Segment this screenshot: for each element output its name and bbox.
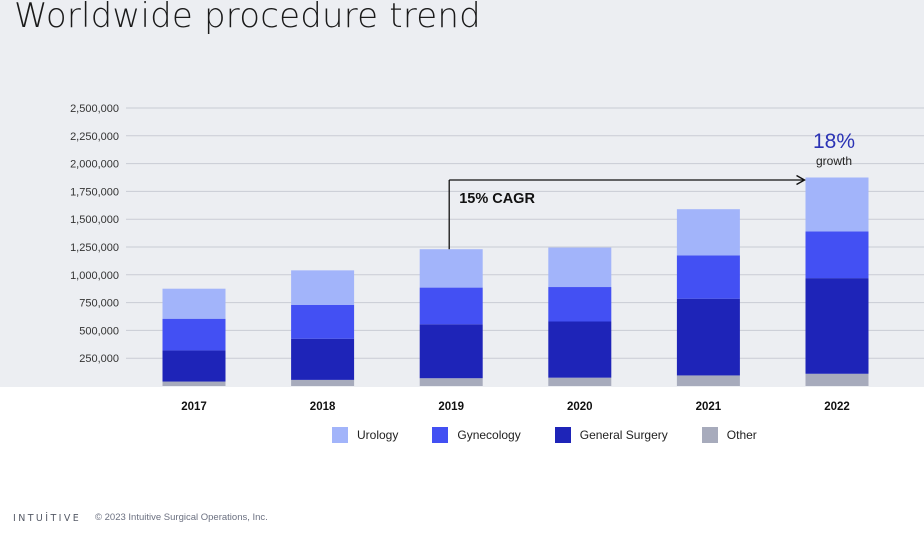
legend-swatch <box>332 427 348 443</box>
x-tick-label: 2017 <box>181 401 207 413</box>
page-title: Worldwide procedure trend <box>14 0 481 36</box>
bar-other <box>676 375 740 386</box>
legend-label: General Surgery <box>579 428 668 442</box>
y-tick-label: 2,000,000 <box>70 159 119 171</box>
bar-gynecology <box>419 287 483 325</box>
bar-general-surgery <box>676 298 740 376</box>
bar-other <box>291 379 355 386</box>
y-tick-label: 250,000 <box>79 353 119 365</box>
legend-label: Gynecology <box>457 428 521 442</box>
cagr-label: 15% CAGR <box>459 191 535 207</box>
bar-general-surgery <box>548 321 612 378</box>
legend-swatch <box>554 427 571 443</box>
y-tick-label: 1,000,000 <box>70 270 119 282</box>
bar-urology <box>805 177 869 232</box>
copyright-notice: © 2023 Intuitive Surgical Operations, In… <box>95 512 268 523</box>
x-tick-label: 2018 <box>310 401 336 413</box>
bar-urology <box>162 288 226 319</box>
legend-item: General Surgery <box>554 427 668 443</box>
bar-urology <box>291 270 355 305</box>
bar-gynecology <box>676 255 740 299</box>
bar-general-surgery <box>419 324 483 379</box>
legend-item: Other <box>701 427 757 443</box>
bar-other <box>162 381 226 386</box>
legend-swatch <box>432 427 449 443</box>
growth-value: 18% <box>813 130 855 153</box>
bar-other <box>805 373 869 386</box>
x-tick-label: 2019 <box>438 401 464 413</box>
y-tick-label: 2,500,000 <box>70 103 119 115</box>
y-tick-label: 500,000 <box>79 325 119 337</box>
growth-label: growth <box>816 154 852 168</box>
y-tick-label: 1,750,000 <box>70 186 119 198</box>
bar-gynecology <box>548 287 612 322</box>
legend-label: Urology <box>357 428 399 442</box>
bar-other <box>548 377 612 386</box>
y-tick-label: 750,000 <box>79 298 119 310</box>
legend-label: Other <box>726 428 757 442</box>
bar-urology <box>676 209 740 256</box>
chart-legend: Urology Gynecology General Surgery Other <box>332 427 791 443</box>
cagr-arrow-head <box>796 174 806 186</box>
y-tick-label: 1,500,000 <box>70 214 119 226</box>
bar-general-surgery <box>805 278 869 374</box>
bar-general-surgery <box>162 350 226 382</box>
bar-gynecology <box>162 318 226 351</box>
bar-general-surgery <box>291 338 355 380</box>
x-tick-label: 2022 <box>824 401 850 413</box>
intuitive-logo: INTUİTIVE <box>13 513 82 524</box>
legend-item: Urology <box>332 427 398 443</box>
bar-other <box>419 378 483 386</box>
x-tick-label: 2021 <box>696 401 722 413</box>
legend-swatch <box>701 427 718 443</box>
legend-item: Gynecology <box>432 427 521 443</box>
bar-gynecology <box>291 304 355 339</box>
y-tick-label: 1,250,000 <box>70 242 119 254</box>
bar-gynecology <box>805 231 869 279</box>
x-tick-label: 2020 <box>567 401 593 413</box>
bar-urology <box>548 247 612 288</box>
y-tick-label: 2,250,000 <box>70 131 119 143</box>
bar-urology <box>419 249 483 288</box>
